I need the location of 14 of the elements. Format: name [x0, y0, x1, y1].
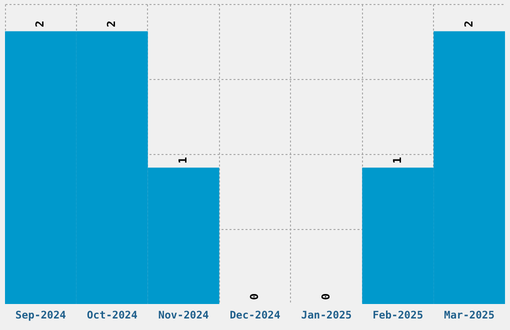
data-label: 1: [176, 156, 190, 164]
data-label: 2: [462, 20, 476, 28]
x-tick-label: Dec-2024: [230, 310, 280, 322]
data-label: 0: [248, 293, 261, 300]
data-label: 2: [105, 20, 118, 28]
data-label: 2: [34, 20, 47, 28]
x-tick-label: Nov-2024: [158, 310, 209, 322]
x-tick-label: Oct-2024: [86, 310, 138, 322]
data-label: 1: [390, 156, 404, 164]
x-tick-label: Feb-2025: [372, 310, 424, 322]
x-tick-label: Sep-2024: [15, 310, 66, 322]
x-tick-label: Jan-2025: [301, 310, 352, 322]
data-label: 0: [319, 293, 332, 300]
x-tick-label: Mar-2025: [444, 310, 495, 322]
